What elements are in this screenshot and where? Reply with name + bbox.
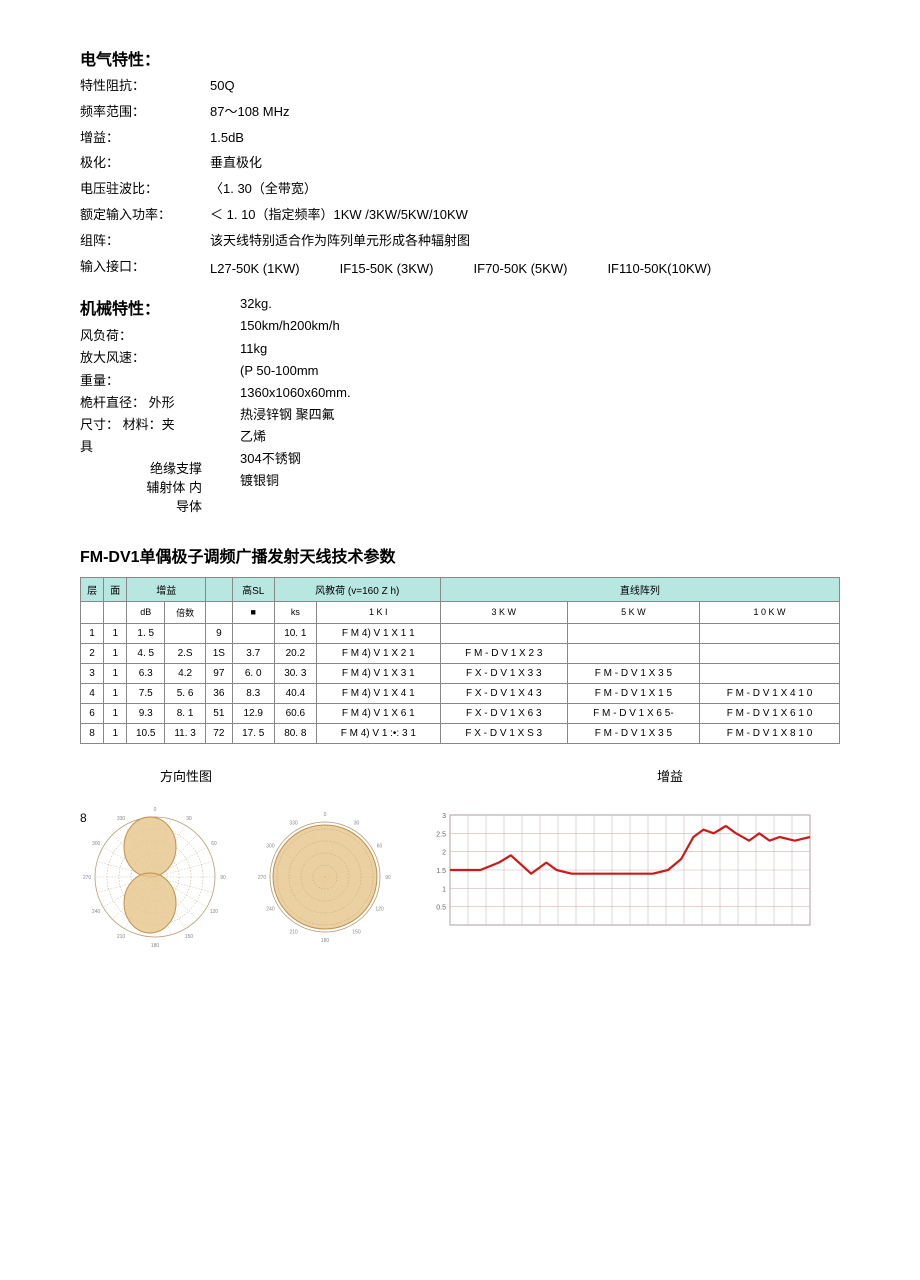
mech-sub-labels: 绝缘支撑辅射体 内导体	[80, 458, 210, 515]
table-row: 111. 5910. 1F M 4) V 1 X 1 1	[81, 623, 840, 643]
svg-text:240: 240	[92, 909, 101, 915]
input-connector-row: 输入接口： L27-50K (1KW) IF15-50K (3KW) IF70-50…	[80, 257, 840, 280]
svg-text:0.5: 0.5	[436, 905, 446, 912]
svg-text:3: 3	[442, 813, 446, 820]
svg-text:60: 60	[377, 843, 383, 849]
spec-value: 1.5dB	[210, 128, 840, 149]
chart-title-left: 方向性图	[80, 766, 500, 785]
spec-label: 电压驻波比：	[80, 179, 210, 200]
spec-row: 极化：垂直极化	[80, 153, 840, 174]
svg-text:90: 90	[385, 875, 391, 881]
spec-row: 特性阻抗：50Q	[80, 76, 840, 97]
polar-chart-2: 0 30 60 90 120 150 180 210 240 270 300 330	[250, 805, 400, 955]
svg-text:1: 1	[442, 886, 446, 893]
spec-value: 该天线特别适合作为阵列单元形成各种辐射图	[210, 231, 840, 252]
spec-value: 垂直极化	[210, 153, 840, 174]
charts-row: 0 30 60 90 120 150 180 210 240 270 300 330 0 30 60 90 1…	[80, 805, 840, 955]
svg-text:0: 0	[154, 807, 157, 813]
svg-text:270: 270	[83, 875, 92, 881]
connector: L27-50K (1KW)	[210, 259, 300, 280]
spec-value: 50Q	[210, 76, 840, 97]
svg-text:120: 120	[375, 906, 384, 912]
svg-text:120: 120	[210, 909, 219, 915]
svg-text:300: 300	[92, 841, 101, 847]
spec-row: 频率范围：87～108 MHz	[80, 102, 840, 123]
svg-text:150: 150	[185, 934, 194, 940]
svg-text:300: 300	[266, 843, 275, 849]
spec-row: 额定输入功率：＜ 1. 10（指定频率）1KW /3KW/5KW/10KW	[80, 205, 840, 226]
section2-title: 机械特性：	[80, 295, 210, 319]
spec-label: 频率范围：	[80, 102, 210, 123]
connector: IF110-50K(10KW)	[607, 259, 711, 280]
table-row: 8110.511. 37217. 580. 8F M 4) V 1 :•: 3 …	[81, 723, 840, 743]
svg-text:330: 330	[117, 816, 126, 822]
spec-row: 增益：1.5dB	[80, 128, 840, 149]
svg-text:180: 180	[151, 943, 160, 949]
mech-values: 32kg.150km/h200km/h11kg(P 50-100mm1360x1…	[240, 293, 351, 492]
spec-value: 〈1. 30（全带宽）	[210, 179, 840, 200]
polar-chart-1: 0 30 60 90 120 150 180 210 240 270 300 330	[80, 805, 230, 955]
spec-value: 87～108 MHz	[210, 102, 840, 123]
chart-titles: 方向性图 增益	[80, 766, 840, 785]
params-table: 层面增益高SL风教荷 (v=160 Z h)直线阵列dB倍数■ks1 K I3 …	[80, 577, 840, 744]
svg-text:2: 2	[442, 850, 446, 857]
input-label: 输入接口：	[80, 257, 210, 280]
chart-title-right: 增益	[500, 766, 840, 785]
svg-text:30: 30	[186, 816, 192, 822]
svg-text:180: 180	[321, 938, 330, 944]
connector: IF70-50K (5KW)	[474, 259, 568, 280]
svg-text:210: 210	[117, 934, 126, 940]
electrical-specs: 特性阻抗：50Q频率范围：87～108 MHz增益：1.5dB极化：垂直极化电压…	[80, 76, 840, 252]
svg-text:60: 60	[211, 841, 217, 847]
table-row: 417.55. 6368.340.4F M 4) V 1 X 4 1F X - …	[81, 683, 840, 703]
svg-text:0: 0	[324, 812, 327, 818]
svg-text:150: 150	[352, 929, 361, 935]
svg-text:1.5: 1.5	[436, 868, 446, 875]
section3-title: FM-DV1单偶极子调频广播发射天线技术参数	[80, 543, 840, 567]
spec-label: 特性阻抗：	[80, 76, 210, 97]
svg-text:330: 330	[289, 820, 298, 826]
spec-label: 增益：	[80, 128, 210, 149]
svg-text:270: 270	[258, 875, 267, 881]
svg-text:240: 240	[266, 906, 275, 912]
svg-text:2.5: 2.5	[436, 831, 446, 838]
section1-title: 电气特性：	[80, 46, 840, 70]
spec-label: 组阵：	[80, 231, 210, 252]
svg-text:30: 30	[354, 820, 360, 826]
gain-line-chart: 3 2.5 2 1.5 1 0.5	[420, 805, 820, 945]
table-row: 619.38. 15112.960.6F M 4) V 1 X 6 1F X -…	[81, 703, 840, 723]
svg-text:210: 210	[289, 929, 298, 935]
spec-label: 额定输入功率：	[80, 205, 210, 226]
connector: IF15-50K (3KW)	[340, 259, 434, 280]
spec-row: 组阵：该天线特别适合作为阵列单元形成各种辐射图	[80, 231, 840, 252]
spec-value: ＜ 1. 10（指定频率）1KW /3KW/5KW/10KW	[210, 205, 840, 226]
table-row: 214. 52.S1S3.720.2F M 4) V 1 X 2 1F M - …	[81, 643, 840, 663]
table-row: 316.34.2976. 030. 3F M 4) V 1 X 3 1F X -…	[81, 663, 840, 683]
svg-text:90: 90	[220, 875, 226, 881]
spec-row: 电压驻波比：〈1. 30（全带宽）	[80, 179, 840, 200]
spec-label: 极化：	[80, 153, 210, 174]
input-connectors: L27-50K (1KW) IF15-50K (3KW) IF70-50K (5KW…	[210, 259, 840, 280]
marker-8: 8	[80, 811, 87, 825]
